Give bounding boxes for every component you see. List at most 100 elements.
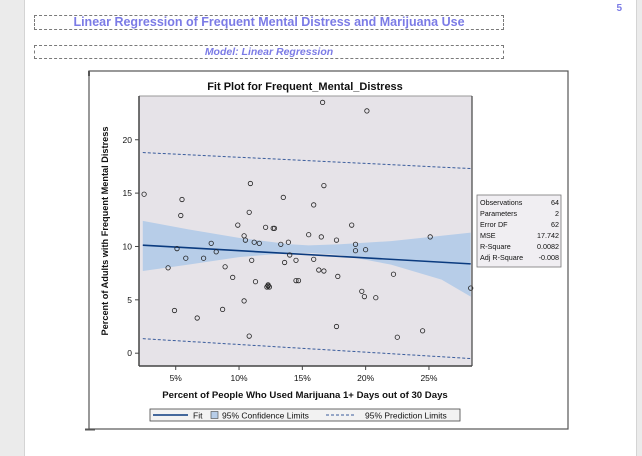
data-point (247, 180, 253, 187)
data-point (390, 271, 397, 277)
data-point (316, 267, 322, 273)
legend-prediction-label: 95% Prediction Limits (365, 411, 447, 421)
x-tick-label: 5% (170, 373, 183, 383)
data-point (252, 279, 259, 285)
data-point (293, 277, 299, 284)
fit-statistics-table: Observations 64 Parameters 2 Error DF 62 MSE 17… (476, 194, 562, 268)
x-tick-label: 15% (294, 373, 311, 383)
data-point (174, 246, 180, 252)
data-point (249, 257, 255, 263)
viewer-scrollbar-track[interactable] (636, 0, 642, 456)
chart-title: Fit Plot for Frequent_Mental_Distress (207, 81, 403, 93)
stats-table-box (476, 194, 562, 268)
data-point (373, 295, 379, 301)
data-point (335, 273, 341, 279)
stats-value: 0.0082 (537, 242, 559, 251)
legend-confidence-swatch (210, 411, 219, 419)
data-point (280, 194, 286, 200)
data-point (362, 247, 369, 253)
legend-confidence-label: 95% Confidence Limits (222, 411, 309, 421)
stats-label: MSE (480, 231, 496, 240)
data-point (333, 237, 340, 243)
y-tick-label: 0 (127, 348, 132, 358)
data-point (241, 298, 247, 304)
x-axis-ticks: 5% 10% 15% 20% 25% (170, 366, 438, 383)
data-point (256, 240, 262, 246)
data-point (235, 222, 241, 228)
fit-line-layer (142, 244, 471, 265)
data-point (427, 234, 433, 240)
legend-fit-label: Fit (193, 411, 203, 421)
stats-label: Adj R-Square (480, 253, 523, 262)
data-point (295, 277, 302, 284)
data-point (141, 191, 147, 197)
y-tick-label: 20 (123, 135, 133, 145)
data-point (321, 268, 327, 274)
data-point (213, 249, 219, 255)
data-point (230, 274, 236, 280)
data-point (333, 323, 340, 330)
y-tick-label: 5 (127, 295, 132, 305)
data-point (246, 209, 252, 215)
viewer-left-gutter (0, 0, 25, 456)
data-point (306, 232, 312, 238)
data-point (171, 307, 178, 314)
data-point (311, 256, 317, 262)
x-tick-label: 10% (231, 373, 248, 383)
data-point (468, 285, 474, 291)
data-point (194, 315, 200, 321)
stats-value: 62 (551, 220, 559, 229)
page-number: 5 (616, 3, 622, 14)
data-point (311, 202, 317, 208)
stats-value: 2 (555, 209, 559, 218)
data-point (178, 212, 184, 219)
data-point (208, 240, 214, 246)
data-point (359, 288, 365, 294)
data-point (319, 99, 326, 106)
data-point (265, 282, 271, 288)
fit-line (142, 244, 471, 265)
data-point (281, 259, 288, 266)
data-point (165, 265, 171, 271)
data-point (352, 241, 359, 247)
x-tick-label: 20% (357, 373, 374, 383)
x-tick-label: 25% (420, 373, 437, 383)
data-point (242, 237, 248, 243)
data-point (222, 264, 228, 270)
stats-value: 17.742 (537, 231, 559, 240)
stats-value: 64 (551, 198, 559, 207)
stats-label: Observations (480, 198, 523, 207)
stats-label: R-Square (480, 242, 511, 251)
legend: Fit 95% Confidence Limits 95% Prediction… (149, 408, 461, 422)
data-point (285, 239, 291, 245)
stats-label: Parameters (480, 209, 518, 218)
legend-box (149, 408, 461, 422)
data-point (364, 108, 370, 114)
data-point (183, 255, 189, 261)
data-point (271, 225, 278, 231)
y-tick-label: 15 (123, 188, 133, 198)
y-axis-label: Percent of Adults with Frequent Mental D… (100, 127, 110, 336)
data-point (321, 183, 327, 189)
data-point (201, 255, 207, 261)
data-point (246, 333, 252, 339)
data-point (179, 196, 185, 203)
data-points (141, 99, 474, 340)
data-point (251, 239, 257, 245)
stats-label: Error DF (480, 220, 508, 229)
report-title: Linear Regression of Frequent Mental Dis… (34, 15, 504, 30)
data-point (349, 222, 355, 228)
x-axis-label: Percent of People Who Used Marijuana 1+ … (162, 390, 448, 401)
data-point (419, 328, 426, 334)
data-point (352, 248, 359, 254)
data-point (278, 241, 284, 247)
data-point (293, 257, 299, 263)
y-tick-label: 10 (123, 241, 133, 251)
data-point (394, 334, 400, 340)
data-point (262, 224, 269, 230)
data-point (361, 293, 367, 300)
report-subtitle: Model: Linear Regression (34, 45, 504, 59)
confidence-band-layer (142, 220, 471, 297)
confidence-band (142, 220, 471, 297)
stats-value: -0.008 (539, 253, 559, 262)
